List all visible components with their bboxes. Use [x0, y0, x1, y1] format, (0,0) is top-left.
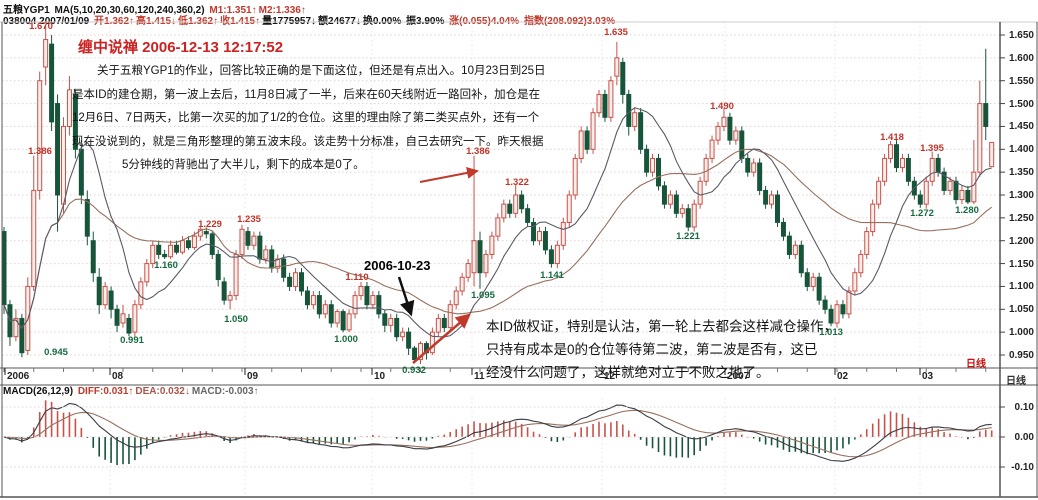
price-swing-label: 1.272 — [910, 208, 934, 219]
period-label-daily: 日线 — [966, 359, 986, 370]
price-swing-label: 1.229 — [198, 219, 222, 230]
y-axis-tick-label: 1.250 — [1008, 212, 1034, 224]
info-field: MACD:-0.003↑ — [191, 386, 259, 397]
annotation-text-line: 只持有成本是0的仓位等待第二波，第二波是否有，这已 — [486, 342, 818, 357]
x-axis-month-label: 09 — [247, 371, 259, 382]
price-swing-label: 1.235 — [237, 214, 261, 225]
info-bar-line1: 五粮YGP1 MA(5,10,20,30,60,120,240,360,2) M… — [3, 1, 308, 16]
date-callout-label: 2006-10-23 — [364, 258, 431, 273]
price-swing-label: 1.395 — [920, 143, 944, 154]
price-swing-label: 1.013 — [819, 327, 843, 338]
x-axis-month-label: 02 — [837, 371, 849, 382]
annotation-arrow — [397, 276, 415, 317]
y-axis-tick-label: 1.400 — [1008, 144, 1034, 156]
macd-axis-tick-label: 0.00 — [1014, 432, 1034, 443]
period-tab-daily[interactable]: 日线 — [1006, 376, 1026, 387]
macd-info-bar: MACD(26,12,9) DIFF:0.031↑ DEA:0.032↓ MACD:… — [3, 386, 261, 397]
y-axis-tick-label: 1.650 — [1008, 30, 1034, 41]
y-axis-tick-label: 1.050 — [1008, 304, 1034, 316]
macd-lines-layer — [3, 402, 992, 462]
price-swing-label: 1.418 — [880, 132, 904, 143]
x-axis-month-label: 03 — [922, 371, 934, 382]
y-axis-tick-label: 1.500 — [1008, 98, 1034, 110]
price-swing-label: 1.386 — [466, 146, 490, 157]
y-axis-tick-label: 1.200 — [1008, 235, 1034, 247]
info-field: DIFF:0.031↑ — [77, 386, 134, 397]
annotation-arrow — [419, 167, 479, 183]
x-axis-month-label: 10 — [374, 371, 386, 382]
price-swing-label: 1.221 — [676, 231, 700, 242]
y-axis-tick-label: 1.100 — [1008, 281, 1034, 293]
annotation-text-line: 本ID做权证，特别是认沽，第一轮上去都会这样减仓操作， — [486, 319, 837, 334]
x-axis-month-label: 2006 — [7, 371, 30, 382]
price-swing-label: 1.160 — [154, 260, 178, 271]
y-axis-tick-label: 1.450 — [1008, 121, 1034, 133]
price-swing-label: 1.000 — [334, 334, 358, 345]
candles-layer — [1, 25, 995, 365]
info-field: MA(5,10,20,30,60,120,240,360,2) — [54, 5, 208, 16]
price-swing-label: 1.095 — [471, 290, 495, 301]
price-swing-label: 1.280 — [955, 205, 979, 216]
info-field: M2:1.336↑ — [258, 5, 306, 16]
info-field: 五粮YGP1 — [3, 5, 53, 16]
price-swing-label: 1.050 — [224, 314, 248, 325]
macd-axis-tick-label: 0.10 — [1014, 402, 1034, 413]
price-swing-label: 1.670 — [29, 21, 53, 32]
annotation-title: 缠中说禅 2006-12-13 12:17:52 — [78, 39, 284, 56]
y-axis-tick-label: 1.300 — [1008, 190, 1034, 201]
annotation-text-line: 经没什么问题了，这样就绝对立于不败之地了。 — [486, 365, 770, 380]
y-axis-tick-label: 1.000 — [1008, 327, 1034, 339]
annotation-arrow — [412, 313, 471, 364]
ma-lines-layer — [3, 107, 993, 338]
annotation-text-line: 现在没说到的，就是三角形整理的第五波末段。该走势十分标准，自己去研究一下。昨天根… — [72, 136, 544, 148]
macd-axis-tick-label: -0.10 — [1011, 462, 1034, 473]
price-swing-label: 0.945 — [44, 347, 68, 358]
price-swing-label: 0.991 — [120, 335, 144, 346]
y-axis-tick-label: 0.950 — [1008, 350, 1034, 361]
x-axis-month-label: 12 — [604, 371, 616, 382]
info-field: MACD(26,12,9) — [3, 386, 76, 397]
y-axis-tick-label: 1.350 — [1008, 167, 1034, 179]
annotation-text-line: 12月6日、7日两天，比第一次买的加了1/2的仓位。这里的理由除了第二类买点外，… — [72, 112, 540, 124]
y-axis-tick-label: 1.150 — [1008, 258, 1034, 270]
y-axis-tick-label: 1.600 — [1008, 52, 1034, 64]
x-axis-month-label: 11 — [474, 371, 485, 382]
annotation-text-line: 5分钟线的背驰出了大半儿，剩下的成本是0了。 — [122, 159, 365, 171]
annotation-text-line: 关于五粮YGP1的作业，回答比较正确的是下面这位，但还是有点出入。10月23日到… — [97, 65, 546, 77]
x-axis-month-label: 2007 — [727, 371, 750, 382]
info-field: DEA:0.032↓ — [135, 386, 190, 397]
price-swing-label: 1.490 — [710, 101, 734, 112]
price-swing-label: 1.141 — [540, 270, 564, 281]
price-swing-label: 1.635 — [604, 27, 628, 38]
price-swing-label: 0.932 — [402, 365, 426, 376]
y-axis-tick-label: 1.550 — [1008, 75, 1034, 87]
price-swing-label: 1.386 — [28, 146, 52, 157]
x-axis-month-label: 08 — [112, 371, 124, 382]
price-swing-label: 1.110 — [345, 272, 369, 283]
price-swing-label: 1.322 — [505, 177, 529, 188]
info-field: M1:1.351↑ — [209, 5, 257, 16]
annotation-text-line: 是本ID的建仓期，第一波上去后，11月8日减了一半，后来在60天线附近一路回补，… — [72, 89, 541, 101]
